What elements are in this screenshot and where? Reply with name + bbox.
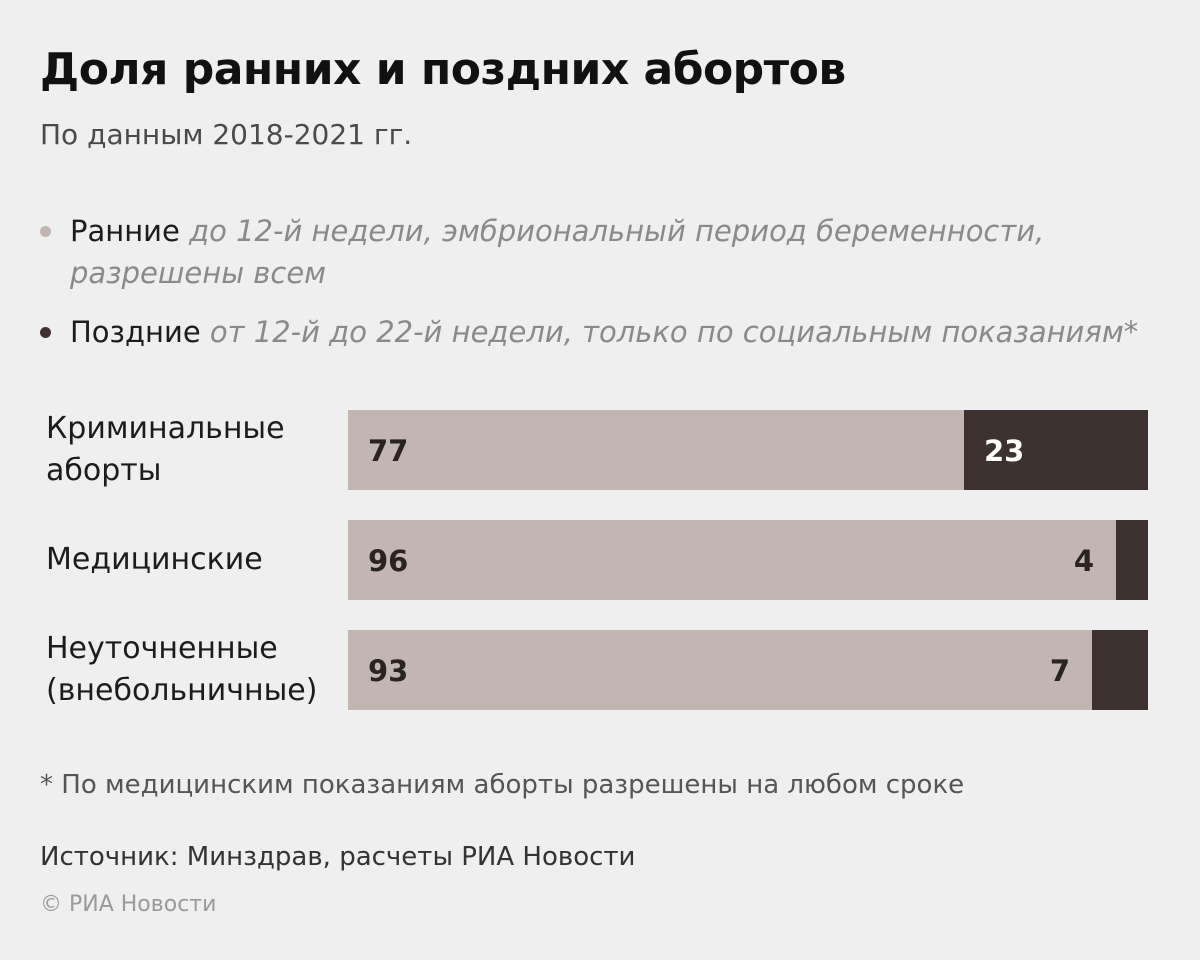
value-label-unspecified-early: 93 (368, 654, 408, 688)
chart-subtitle: По данным 2018-2021 гг. (40, 118, 413, 151)
legend-name-early: Ранние (70, 214, 180, 248)
legend-dot-early-icon (40, 226, 51, 237)
bar-criminal-early (348, 410, 964, 490)
value-label-unspecified-late: 7 (1050, 654, 1070, 688)
footnote: * По медицинским показаниям аборты разре… (40, 770, 965, 800)
legend-item-early: Ранние до 12-й недели, эмбриональный пер… (40, 210, 1150, 294)
copyright: © РИА Новости (40, 892, 217, 917)
bar-criminal-late (964, 410, 1148, 490)
legend-desc-early: до 12-й недели, эмбриональный период бер… (70, 214, 1045, 290)
legend-item-late: Поздние от 12-й до 22-й недели, только п… (40, 311, 1180, 353)
legend-name-late: Поздние (70, 315, 201, 349)
bar-unspecified-early (348, 630, 1092, 710)
bar-medical-late (1116, 520, 1148, 600)
legend-desc-late: от 12-й до 22-й недели, только по социал… (209, 315, 1139, 349)
source-line: Источник: Минздрав, расчеты РИА Новости (40, 842, 636, 872)
bar-medical-early (348, 520, 1116, 600)
legend-dot-late-icon (40, 327, 51, 338)
category-label-medical: Медицинские (46, 542, 263, 577)
bar-unspecified-late (1092, 630, 1148, 710)
value-label-criminal-late: 23 (984, 434, 1024, 468)
category-label-criminal: Криминальные аборты (46, 411, 285, 488)
chart-title: Доля ранних и поздних абортов (40, 44, 846, 95)
value-label-medical-early: 96 (368, 544, 408, 578)
category-label-unspecified: Неуточненные (внебольничные) (46, 631, 318, 708)
value-label-criminal-early: 77 (368, 434, 408, 468)
value-label-medical-late: 4 (1074, 544, 1094, 578)
